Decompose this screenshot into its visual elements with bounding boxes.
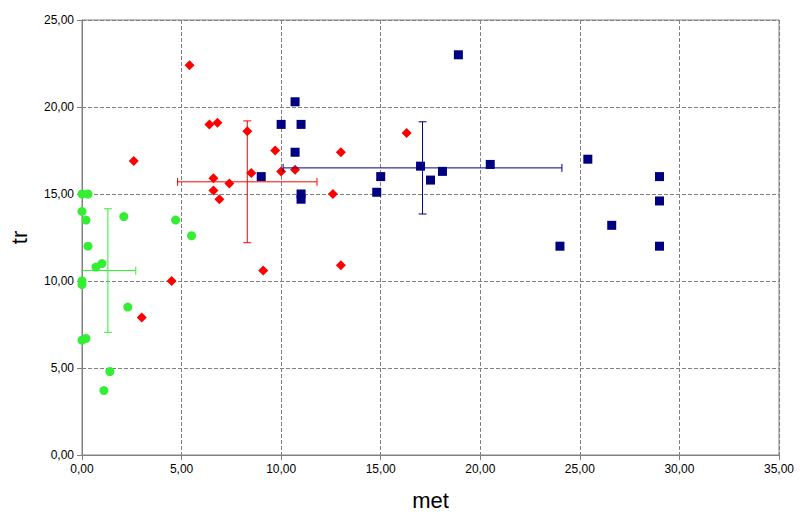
svg-text:met: met bbox=[412, 488, 449, 513]
svg-text:0,00: 0,00 bbox=[70, 462, 94, 476]
svg-text:25,00: 25,00 bbox=[565, 462, 595, 476]
svg-text:20,00: 20,00 bbox=[465, 462, 495, 476]
svg-text:5,00: 5,00 bbox=[51, 361, 75, 375]
svg-text:25,00: 25,00 bbox=[44, 13, 74, 27]
svg-text:20,00: 20,00 bbox=[44, 100, 74, 114]
svg-text:15,00: 15,00 bbox=[366, 462, 396, 476]
svg-text:tr: tr bbox=[7, 231, 32, 244]
svg-text:0,00: 0,00 bbox=[51, 448, 75, 462]
svg-text:15,00: 15,00 bbox=[44, 187, 74, 201]
svg-text:5,00: 5,00 bbox=[170, 462, 194, 476]
svg-text:30,00: 30,00 bbox=[664, 462, 694, 476]
svg-text:35,00: 35,00 bbox=[764, 462, 794, 476]
svg-text:10,00: 10,00 bbox=[44, 274, 74, 288]
svg-text:10,00: 10,00 bbox=[266, 462, 296, 476]
